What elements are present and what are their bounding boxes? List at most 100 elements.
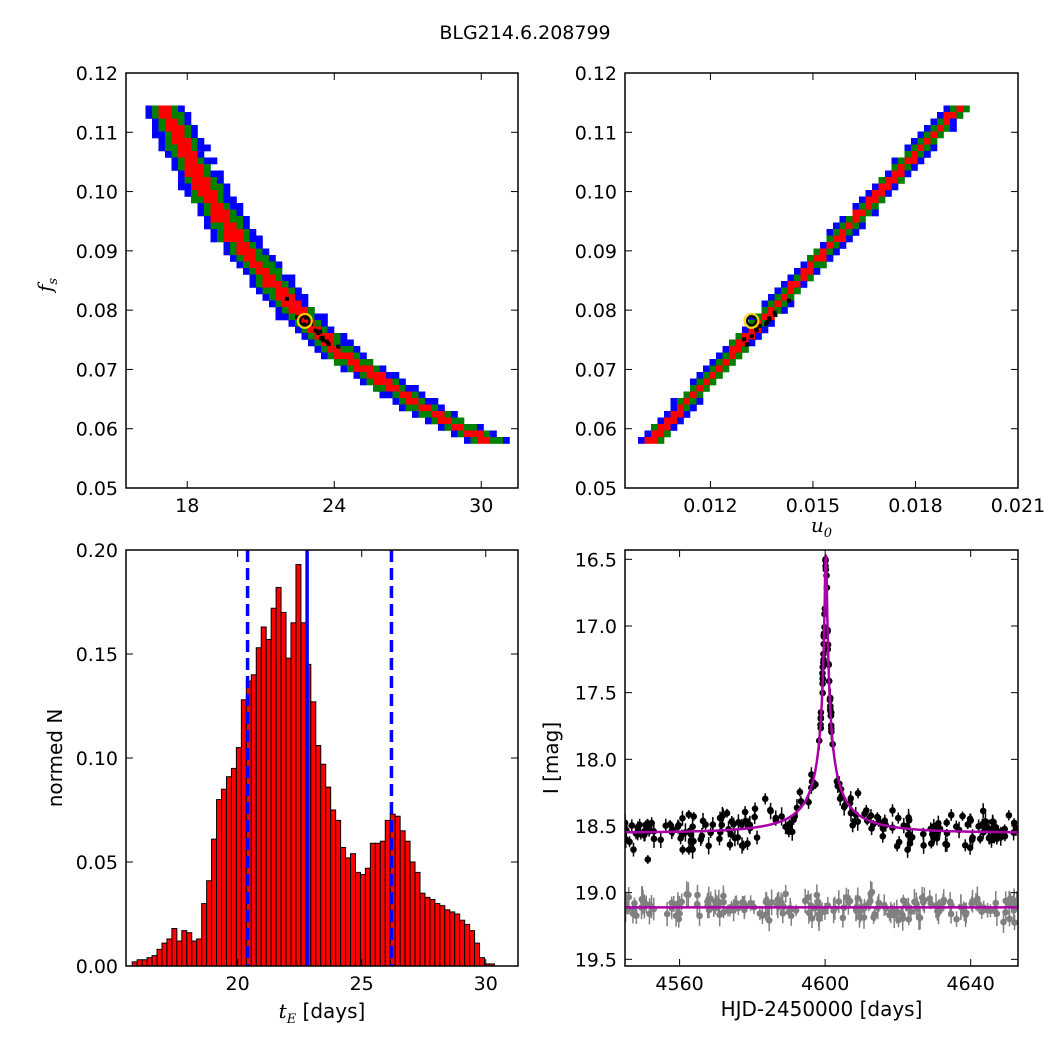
heatmap-cell bbox=[768, 294, 775, 301]
heatmap-cell bbox=[353, 352, 361, 360]
heatmap-cell bbox=[950, 105, 957, 113]
y-tick-label: 0.08 bbox=[575, 300, 617, 322]
heatmap-cell bbox=[483, 437, 491, 444]
data-point bbox=[933, 907, 941, 915]
data-point bbox=[761, 795, 769, 803]
heatmap-cell bbox=[243, 248, 250, 256]
heatmap-cell bbox=[243, 229, 250, 236]
heatmap-cell bbox=[191, 144, 198, 152]
heatmap-cell bbox=[217, 177, 224, 184]
x-tick-label: 20 bbox=[226, 973, 250, 995]
heatmap-cell bbox=[269, 294, 276, 301]
hist-bar bbox=[369, 842, 376, 967]
heatmap-cell bbox=[768, 307, 775, 314]
heatmap-cell bbox=[412, 398, 419, 405]
heatmap-cell bbox=[184, 177, 192, 184]
hist-bar bbox=[171, 928, 178, 967]
heatmap-cell bbox=[657, 430, 665, 438]
heatmap-cell bbox=[464, 430, 471, 438]
hist-bar bbox=[354, 871, 361, 967]
heatmap-cell bbox=[696, 391, 704, 399]
heatmap-cell bbox=[204, 203, 211, 210]
data-point bbox=[841, 802, 849, 809]
heatmap-cell bbox=[930, 118, 938, 126]
heatmap-cell bbox=[256, 274, 263, 282]
heatmap-cell bbox=[872, 183, 879, 191]
heatmap-cell bbox=[256, 235, 263, 243]
heatmap-cell bbox=[184, 190, 192, 197]
data-point bbox=[705, 842, 712, 850]
data-point bbox=[628, 822, 636, 829]
heatmap-cell bbox=[405, 398, 413, 405]
data-point bbox=[808, 915, 816, 922]
y-tick-label: 0.07 bbox=[575, 359, 617, 381]
data-point bbox=[875, 899, 883, 907]
heatmap-cell bbox=[696, 398, 704, 405]
heatmap-cell bbox=[204, 164, 211, 171]
core-point bbox=[295, 315, 300, 320]
heatmap-cell bbox=[457, 430, 465, 438]
heatmap-cell bbox=[924, 125, 931, 132]
hist-bar bbox=[469, 930, 476, 967]
heatmap-cell bbox=[833, 248, 840, 256]
hist-bar bbox=[230, 767, 237, 967]
heatmap-cell bbox=[852, 209, 860, 217]
core-point bbox=[765, 320, 770, 325]
heatmap-cell bbox=[930, 144, 938, 152]
heatmap-cell bbox=[457, 424, 465, 431]
data-point bbox=[677, 834, 684, 842]
y-tick-label: 0.09 bbox=[76, 241, 118, 263]
heatmap-cell bbox=[644, 430, 652, 438]
data-point bbox=[679, 846, 686, 853]
heatmap-cell bbox=[670, 424, 678, 431]
heatmap-cell bbox=[820, 261, 827, 269]
hist-bar bbox=[325, 786, 332, 967]
heatmap-cell bbox=[444, 417, 452, 425]
heatmap-cell bbox=[891, 164, 899, 171]
heatmap-cell bbox=[178, 177, 185, 184]
heatmap-cell bbox=[878, 196, 886, 204]
hist-bar bbox=[359, 873, 366, 967]
heatmap-cell bbox=[269, 281, 276, 288]
heatmap-cell bbox=[230, 248, 237, 256]
heatmap-cell bbox=[204, 222, 211, 230]
heatmap-cell bbox=[223, 229, 231, 236]
heatmap-cell bbox=[859, 209, 866, 217]
data-point bbox=[801, 897, 809, 905]
hist-bar bbox=[161, 942, 168, 967]
heatmap-cell bbox=[917, 151, 925, 158]
heatmap-cell bbox=[670, 411, 678, 418]
heatmap-cell bbox=[230, 235, 237, 243]
heatmap-cell bbox=[794, 268, 801, 275]
heatmap-cell bbox=[878, 177, 886, 184]
data-point bbox=[786, 820, 793, 828]
hist-bar bbox=[206, 880, 213, 967]
core-point bbox=[326, 341, 331, 346]
heatmap-cell bbox=[191, 196, 198, 204]
heatmap-cell bbox=[184, 144, 192, 152]
hist-bar bbox=[454, 913, 461, 967]
heatmap-cell bbox=[677, 404, 684, 412]
heatmap-cell bbox=[444, 411, 452, 418]
hist-bar bbox=[151, 955, 158, 967]
heatmap-cell bbox=[308, 339, 315, 347]
heatmap-cell bbox=[360, 378, 367, 386]
heatmap-cell bbox=[438, 404, 445, 412]
heatmap-cell bbox=[722, 359, 730, 366]
heatmap-cell bbox=[204, 144, 211, 152]
x-tick-label: 30 bbox=[469, 495, 493, 517]
heatmap-cell bbox=[638, 437, 645, 444]
heatmap-cell bbox=[152, 125, 159, 132]
heatmap-cell bbox=[924, 144, 931, 152]
core-point bbox=[757, 323, 762, 328]
x-tick-label: 4600 bbox=[801, 973, 849, 995]
data-point bbox=[768, 899, 775, 906]
heatmap-cell bbox=[295, 300, 302, 308]
data-point bbox=[707, 895, 715, 903]
heatmap-cell bbox=[230, 229, 237, 236]
hist-bar bbox=[404, 840, 411, 967]
heatmap-cell bbox=[431, 404, 439, 412]
heatmap-cell bbox=[178, 144, 185, 152]
heatmap-cell bbox=[308, 326, 315, 334]
heatmap-cell bbox=[275, 274, 283, 282]
